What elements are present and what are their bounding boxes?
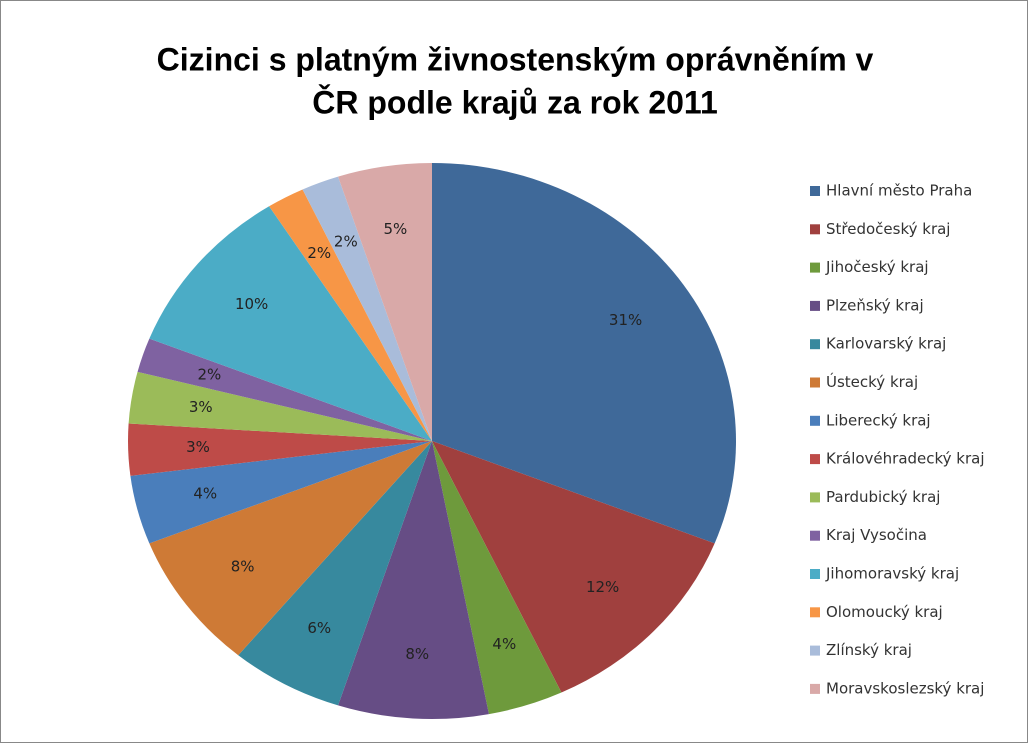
- data-label: 8%: [231, 557, 255, 575]
- data-label: 2%: [307, 244, 331, 262]
- legend-swatch: [810, 683, 820, 694]
- data-label: 8%: [405, 645, 429, 663]
- data-label: 2%: [334, 232, 358, 250]
- pie-slice: [338, 163, 432, 441]
- legend-swatch: [810, 377, 820, 388]
- pie-slice: [128, 371, 433, 441]
- data-label: 12%: [586, 578, 619, 596]
- data-label: 3%: [189, 398, 213, 416]
- legend-label: Jihočeský kraj: [825, 258, 929, 276]
- legend-label: Středočeský kraj: [826, 220, 950, 238]
- pie-slice: [137, 338, 432, 441]
- pie-slice: [130, 441, 432, 544]
- legend-label: Olomoucký kraj: [826, 603, 943, 621]
- pie-slice: [149, 441, 432, 656]
- legend-swatch: [810, 569, 820, 579]
- data-label: 6%: [307, 619, 331, 637]
- legend-swatch: [810, 454, 820, 465]
- pie-slice: [432, 441, 715, 693]
- data-label: 3%: [186, 438, 210, 456]
- chart-title: ČR podle krajů za rok 2011: [312, 84, 718, 120]
- pie-slice: [128, 423, 433, 476]
- legend-swatch: [810, 530, 820, 541]
- legend-swatch: [810, 300, 820, 311]
- data-label: 31%: [609, 311, 642, 329]
- data-label: 2%: [197, 365, 221, 383]
- legend-label: Plzeňský kraj: [826, 296, 924, 314]
- data-label: 4%: [193, 485, 217, 503]
- legend-label: Zlínský kraj: [826, 641, 912, 659]
- pie-slice: [149, 206, 432, 441]
- pie-slice: [302, 176, 432, 441]
- pie-slice: [269, 189, 432, 441]
- legend-label: Královéhradecký kraj: [826, 450, 985, 468]
- legend-swatch: [810, 492, 820, 503]
- legend-label: Hlavní město Praha: [826, 182, 972, 200]
- data-label: 5%: [383, 220, 407, 238]
- legend-label: Jihomoravský kraj: [825, 565, 959, 583]
- pie-slice: [238, 441, 432, 706]
- legend-label: Pardubický kraj: [826, 488, 940, 506]
- pie-slice: [432, 163, 736, 544]
- pie-slice: [432, 441, 562, 715]
- legend-swatch: [810, 607, 820, 618]
- legend-swatch: [810, 645, 820, 656]
- legend-swatch: [810, 262, 820, 273]
- chart-title: Cizinci s platným živnostenským oprávněn…: [157, 41, 874, 77]
- data-label: 4%: [492, 635, 516, 653]
- legend-swatch: [810, 339, 820, 350]
- legend-label: Liberecký kraj: [826, 411, 931, 429]
- legend-swatch: [810, 186, 820, 196]
- legend-label: Ústecký kraj: [826, 372, 918, 391]
- legend-swatch: [810, 224, 820, 235]
- legend-label: Moravskoslezský kraj: [826, 679, 984, 697]
- legend-label: Kraj Vysočina: [826, 526, 927, 544]
- legend-swatch: [810, 415, 820, 426]
- data-label: 10%: [235, 295, 268, 313]
- legend-label: Karlovarský kraj: [826, 335, 946, 353]
- pie-slice: [338, 441, 489, 720]
